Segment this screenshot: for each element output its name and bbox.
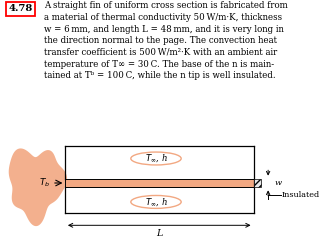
Ellipse shape — [131, 152, 181, 165]
Polygon shape — [9, 148, 67, 226]
Text: w: w — [275, 179, 282, 187]
Bar — [254, 179, 261, 188]
Text: $T_\infty$, h: $T_\infty$, h — [145, 196, 167, 208]
Ellipse shape — [131, 196, 181, 208]
Text: $T_\infty$, h: $T_\infty$, h — [145, 153, 167, 164]
Bar — [65, 179, 254, 188]
Text: Insulated: Insulated — [282, 191, 320, 199]
Text: $T_b$: $T_b$ — [39, 177, 50, 189]
Text: L: L — [156, 229, 162, 238]
Text: 4.78: 4.78 — [8, 4, 32, 13]
Text: A straight fin of uniform cross section is fabricated from
a material of thermal: A straight fin of uniform cross section … — [44, 1, 288, 80]
